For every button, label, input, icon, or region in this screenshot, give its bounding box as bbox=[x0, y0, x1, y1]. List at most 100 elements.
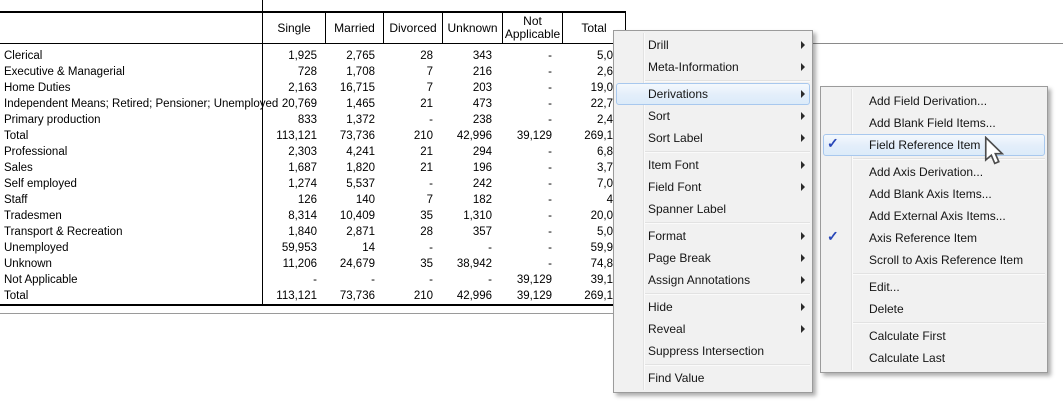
table-cell[interactable]: - bbox=[429, 178, 433, 190]
menu-item-add-field-derivation[interactable]: Add Field Derivation... bbox=[821, 90, 1047, 112]
table-cell[interactable]: 1,925 bbox=[288, 50, 317, 62]
table-cell[interactable]: 73,736 bbox=[339, 290, 375, 302]
menu-item-calculate-last[interactable]: Calculate Last bbox=[821, 347, 1047, 369]
table-cell[interactable]: 42,996 bbox=[456, 290, 492, 302]
table-cell[interactable]: 73,736 bbox=[339, 130, 375, 142]
row-label[interactable]: Unknown bbox=[4, 258, 52, 270]
table-cell[interactable]: - bbox=[488, 242, 492, 254]
menu-item-axis-reference-item[interactable]: ✓ Axis Reference Item bbox=[821, 227, 1047, 249]
column-header-not-applicable[interactable]: Not Applicable bbox=[504, 14, 561, 41]
table-cell[interactable]: 20,769 bbox=[281, 98, 317, 110]
table-cell[interactable]: 74,8 bbox=[590, 258, 613, 270]
table-cell[interactable]: - bbox=[429, 114, 433, 126]
table-cell[interactable]: 5,537 bbox=[346, 178, 375, 190]
table-cell[interactable]: - bbox=[548, 50, 552, 62]
table-cell[interactable]: 210 bbox=[413, 130, 433, 142]
table-cell[interactable]: 39,1 bbox=[590, 274, 613, 286]
table-cell[interactable]: 28 bbox=[420, 226, 433, 238]
table-cell[interactable]: 7 bbox=[426, 66, 433, 78]
table-cell[interactable]: 10,409 bbox=[339, 210, 375, 222]
table-cell[interactable]: - bbox=[429, 242, 433, 254]
table-cell[interactable]: 242 bbox=[472, 178, 492, 190]
table-cell[interactable]: 59,953 bbox=[281, 242, 317, 254]
table-cell[interactable]: - bbox=[548, 210, 552, 222]
table-cell[interactable]: 1,310 bbox=[463, 210, 492, 222]
table-cell[interactable]: 39,129 bbox=[516, 274, 552, 286]
table-cell[interactable]: 294 bbox=[472, 146, 492, 158]
table-cell[interactable]: - bbox=[371, 274, 375, 286]
table-cell[interactable]: 1,274 bbox=[288, 178, 317, 190]
menu-item-sort-label[interactable]: Sort Label bbox=[614, 127, 812, 149]
table-cell[interactable]: 269,1 bbox=[584, 130, 613, 142]
row-label[interactable]: Clerical bbox=[4, 50, 43, 62]
table-cell[interactable]: - bbox=[548, 258, 552, 270]
table-cell[interactable]: 16,715 bbox=[339, 82, 375, 94]
table-cell[interactable]: 2,871 bbox=[346, 226, 375, 238]
column-header-unknown[interactable]: Unknown bbox=[447, 20, 498, 35]
table-cell[interactable]: - bbox=[548, 114, 552, 126]
table-cell[interactable]: - bbox=[548, 98, 552, 110]
table-cell[interactable]: - bbox=[488, 274, 492, 286]
table-cell[interactable]: 2,4 bbox=[597, 114, 613, 126]
table-cell[interactable]: - bbox=[548, 178, 552, 190]
table-cell[interactable]: 19,0 bbox=[590, 82, 613, 94]
table-cell[interactable]: 14 bbox=[362, 242, 375, 254]
table-cell[interactable]: 5,0 bbox=[597, 226, 613, 238]
table-cell[interactable]: 21 bbox=[420, 146, 433, 158]
table-cell[interactable]: 38,942 bbox=[456, 258, 492, 270]
menu-item-spanner-label[interactable]: Spanner Label bbox=[614, 198, 812, 220]
menu-item-hide[interactable]: Hide bbox=[614, 296, 812, 318]
table-cell[interactable]: 4 bbox=[606, 194, 613, 206]
table-cell[interactable]: - bbox=[548, 194, 552, 206]
table-cell[interactable]: 2,303 bbox=[288, 146, 317, 158]
table-cell[interactable]: 2,6 bbox=[597, 66, 613, 78]
menu-item-sort[interactable]: Sort bbox=[614, 105, 812, 127]
menu-item-meta-information[interactable]: Meta-Information bbox=[614, 56, 812, 78]
row-label[interactable]: Executive & Managerial bbox=[4, 66, 125, 78]
menu-item-calculate-first[interactable]: Calculate First bbox=[821, 325, 1047, 347]
table-cell[interactable]: - bbox=[548, 146, 552, 158]
menu-item-edit[interactable]: Edit... bbox=[821, 276, 1047, 298]
row-label[interactable]: Home Duties bbox=[4, 82, 71, 94]
row-label[interactable]: Tradesmen bbox=[4, 210, 62, 222]
table-cell[interactable]: 1,465 bbox=[346, 98, 375, 110]
table-cell[interactable]: 182 bbox=[472, 194, 492, 206]
menu-item-suppress-intersection[interactable]: Suppress Intersection bbox=[614, 340, 812, 362]
table-cell[interactable]: - bbox=[429, 274, 433, 286]
table-cell[interactable]: 22,7 bbox=[590, 98, 613, 110]
row-label[interactable]: Total bbox=[4, 130, 29, 142]
column-header-married[interactable]: Married bbox=[334, 20, 375, 35]
table-cell[interactable]: 126 bbox=[297, 194, 317, 206]
table-cell[interactable]: 35 bbox=[420, 258, 433, 270]
table-cell[interactable]: - bbox=[548, 66, 552, 78]
table-cell[interactable]: 203 bbox=[472, 82, 492, 94]
table-cell[interactable]: 210 bbox=[413, 290, 433, 302]
table-cell[interactable]: 20,0 bbox=[590, 210, 613, 222]
menu-item-format[interactable]: Format bbox=[614, 225, 812, 247]
table-cell[interactable]: 140 bbox=[355, 194, 375, 206]
table-cell[interactable]: 21 bbox=[420, 162, 433, 174]
table-cell[interactable]: 833 bbox=[297, 114, 317, 126]
row-label[interactable]: Staff bbox=[4, 194, 28, 206]
row-label[interactable]: Independent Means; Retired; Pensioner; U… bbox=[4, 98, 279, 110]
table-cell[interactable]: 7,0 bbox=[597, 178, 613, 190]
column-header-total[interactable]: Total bbox=[581, 20, 607, 35]
table-cell[interactable]: 343 bbox=[472, 50, 492, 62]
table-cell[interactable]: 35 bbox=[420, 210, 433, 222]
table-cell[interactable]: 21 bbox=[420, 98, 433, 110]
menu-item-assign-annotations[interactable]: Assign Annotations bbox=[614, 269, 812, 291]
table-cell[interactable]: 11,206 bbox=[282, 258, 317, 270]
menu-item-reveal[interactable]: Reveal bbox=[614, 318, 812, 340]
table-cell[interactable]: 2,765 bbox=[346, 50, 375, 62]
table-cell[interactable]: 1,820 bbox=[346, 162, 375, 174]
table-cell[interactable]: - bbox=[548, 242, 552, 254]
menu-item-add-blank-axis-items[interactable]: Add Blank Axis Items... bbox=[821, 183, 1047, 205]
row-label[interactable]: Unemployed bbox=[4, 242, 69, 254]
table-cell[interactable]: 238 bbox=[472, 114, 492, 126]
row-label[interactable]: Sales bbox=[4, 162, 33, 174]
table-cell[interactable]: 2,163 bbox=[288, 82, 317, 94]
table-cell[interactable]: 24,679 bbox=[339, 258, 375, 270]
table-cell[interactable]: 7 bbox=[426, 194, 433, 206]
table-cell[interactable]: - bbox=[548, 82, 552, 94]
menu-item-add-external-axis-items[interactable]: Add External Axis Items... bbox=[821, 205, 1047, 227]
